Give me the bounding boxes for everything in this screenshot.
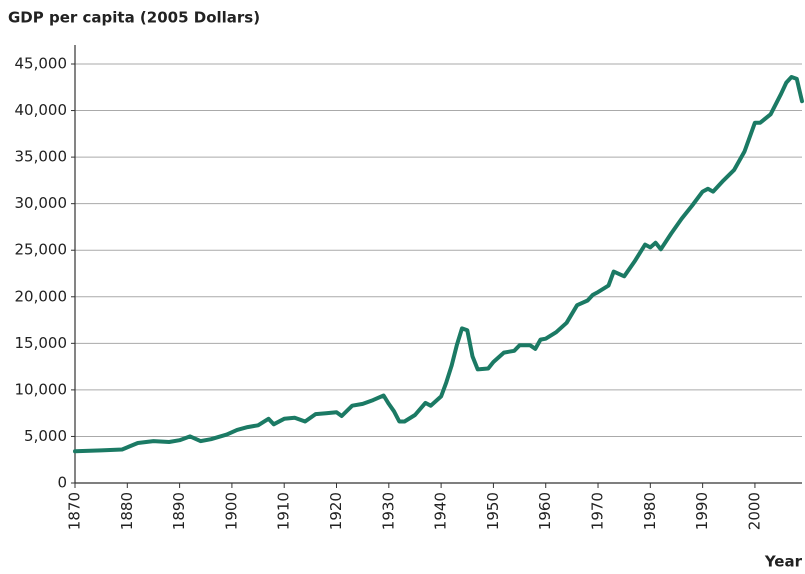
y-tick-label: 30,000	[15, 194, 68, 212]
x-tick-label: 1970	[589, 492, 607, 530]
y-tick-label: 0	[57, 474, 67, 492]
x-tick-label: 1920	[327, 492, 345, 530]
x-tick-label: 1890	[170, 492, 188, 530]
x-tick-label: 1940	[432, 492, 450, 530]
x-tick-label: 1950	[484, 492, 502, 530]
x-tick-label: 2000	[745, 492, 763, 530]
y-tick-label: 45,000	[15, 55, 68, 73]
data-line	[73, 75, 804, 454]
y-tick-label: 35,000	[15, 148, 68, 166]
x-tick-label: 1880	[118, 492, 136, 530]
y-tick-label: 15,000	[15, 334, 68, 352]
x-tick-label: 1900	[222, 492, 240, 530]
x-tick-label: 1930	[379, 492, 397, 530]
y-tick-label: 20,000	[15, 287, 68, 305]
x-tick-label: 1910	[275, 492, 293, 530]
x-axis-label: Year	[764, 553, 803, 571]
y-tick-label: 40,000	[15, 101, 68, 119]
y-tick-label: 10,000	[15, 380, 68, 398]
x-tick-label: 1870	[66, 492, 84, 530]
y-tick-label: 5,000	[24, 427, 67, 445]
x-tick-label: 1990	[693, 492, 711, 530]
y-tick-label: 25,000	[15, 241, 68, 259]
x-tick-label: 1960	[536, 492, 554, 530]
chart-title: GDP per capita (2005 Dollars)	[8, 9, 260, 27]
x-tick-label: 1980	[641, 492, 659, 530]
